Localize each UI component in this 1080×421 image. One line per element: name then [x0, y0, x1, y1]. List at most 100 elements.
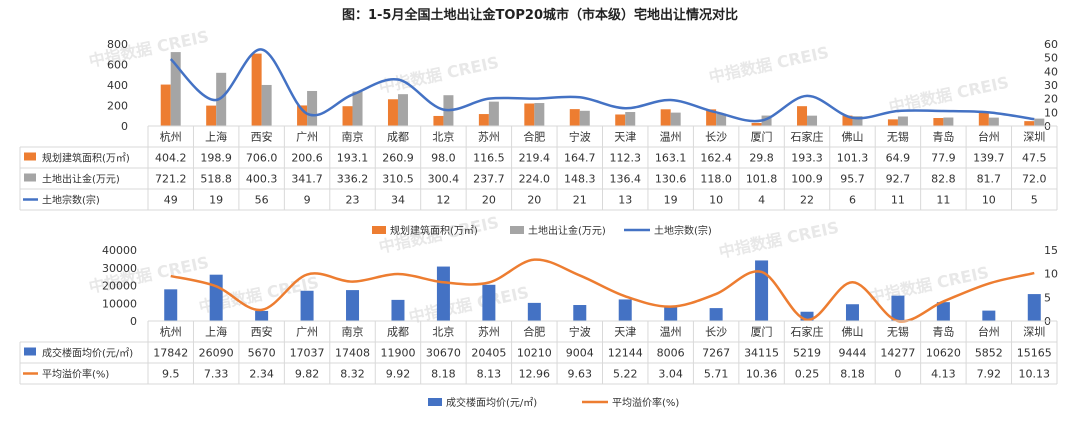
- table-cell-value: 5670: [248, 347, 276, 360]
- table-cell-value: 7.92: [977, 368, 1002, 381]
- category-label: 杭州: [160, 325, 182, 339]
- table-cell-value: 49: [164, 194, 178, 207]
- category-label: 青岛: [932, 325, 954, 339]
- table-row-label: 规划建筑面积(万㎡): [42, 152, 130, 165]
- table-row-label: 成交楼面均价(元/㎡): [42, 347, 133, 360]
- table-cell-value: 260.9: [382, 152, 414, 165]
- table-cell-value: 7.33: [204, 368, 229, 381]
- category-label: 温州: [660, 131, 682, 144]
- table-cell-value: 82.8: [931, 173, 956, 186]
- table-cell-value: 721.2: [155, 173, 187, 186]
- bar-1: [209, 274, 223, 321]
- table-cell-value: 19: [664, 194, 678, 207]
- table-cell-value: 6: [849, 194, 856, 207]
- table-cell-value: 3.04: [658, 368, 683, 381]
- legend-label: 土地出让金(万元): [528, 224, 606, 237]
- bar-1: [297, 105, 308, 126]
- category-label: 苏州: [478, 326, 500, 339]
- table-cell-value: 5.22: [613, 368, 638, 381]
- category-label: 深圳: [1023, 131, 1045, 144]
- category-label: 合肥: [523, 130, 545, 144]
- table-cell-value: 9.92: [386, 368, 411, 381]
- bar-1: [478, 114, 489, 126]
- table-cell-value: 8.13: [477, 368, 502, 381]
- table-cell-value: 11: [891, 194, 905, 207]
- bar-1: [664, 306, 678, 321]
- right-axis-tick: 10: [1044, 268, 1058, 281]
- table-cell-value: 26090: [199, 347, 234, 360]
- table-cell-value: 9004: [566, 347, 594, 360]
- table-cell-value: 12: [436, 194, 450, 207]
- category-label: 宁波: [569, 325, 591, 339]
- bar-1: [160, 84, 171, 126]
- bar-1: [436, 266, 450, 321]
- category-label: 西安: [251, 130, 273, 144]
- bar-1: [342, 106, 353, 126]
- table-row-label: 土地宗数(宗): [42, 194, 100, 207]
- bar-1: [615, 114, 626, 126]
- bar-1: [524, 103, 535, 126]
- bar-2: [897, 116, 908, 126]
- bar-2: [761, 115, 772, 126]
- left-axis-tick: 20000: [102, 280, 137, 293]
- bar-1: [891, 295, 905, 321]
- table-cell-value: 92.7: [886, 173, 911, 186]
- table-cell-value: 17842: [153, 347, 188, 360]
- table-cell-value: 0.25: [795, 368, 820, 381]
- table-cell-value: 8006: [657, 347, 685, 360]
- bar-2: [716, 113, 727, 126]
- category-label: 广州: [296, 131, 318, 144]
- right-axis-tick: 30: [1044, 79, 1058, 92]
- table-cell-value: 9444: [838, 347, 866, 360]
- legend-key: [372, 226, 386, 234]
- table-legend-key: [24, 347, 36, 356]
- table-cell-value: 8.32: [340, 368, 365, 381]
- category-label: 广州: [296, 326, 318, 339]
- bar-2: [216, 72, 227, 126]
- left-axis-tick: 800: [107, 38, 128, 51]
- category-label: 成都: [387, 326, 409, 339]
- legend-key: [510, 226, 524, 234]
- right-axis-tick: 40: [1044, 65, 1058, 78]
- category-label: 合肥: [523, 325, 545, 339]
- right-axis-tick: 15: [1044, 244, 1058, 257]
- table-cell-value: 20: [482, 194, 496, 207]
- bar-1: [755, 260, 769, 321]
- category-label: 厦门: [751, 130, 773, 144]
- table-cell-value: 193.1: [337, 152, 369, 165]
- table-legend-key: [24, 152, 36, 161]
- table-cell-value: 12144: [608, 347, 643, 360]
- table-cell-value: 136.4: [609, 173, 641, 186]
- category-label: 温州: [660, 326, 682, 339]
- table-cell-value: 139.7: [973, 152, 1005, 165]
- left-axis-tick: 40000: [102, 244, 137, 257]
- bar-1: [164, 289, 178, 321]
- watermark-text: 中指数据 CREIS: [377, 53, 500, 97]
- table-cell-value: 10.36: [746, 368, 778, 381]
- category-label: 苏州: [478, 131, 500, 144]
- category-label: 台州: [978, 325, 1000, 339]
- table-cell-value: 224.0: [519, 173, 551, 186]
- watermark-text: 中指数据 CREIS: [87, 27, 210, 71]
- bar-1: [933, 118, 944, 126]
- table-cell-value: 341.7: [291, 173, 323, 186]
- table-cell-value: 300.4: [428, 173, 460, 186]
- category-label: 青岛: [932, 130, 954, 144]
- table-cell-value: 20: [527, 194, 541, 207]
- table-cell-value: 81.7: [977, 173, 1002, 186]
- table-cell-value: 12.96: [519, 368, 551, 381]
- table-cell-value: 14277: [880, 347, 915, 360]
- table-cell-value: 7267: [702, 347, 730, 360]
- category-label: 成都: [387, 131, 409, 144]
- bar-1: [527, 302, 541, 321]
- bar-1: [433, 115, 444, 126]
- category-label: 北京: [432, 325, 454, 339]
- right-axis-tick: 5: [1044, 291, 1051, 304]
- bar-1: [1024, 121, 1035, 126]
- table-cell-value: 9: [304, 194, 311, 207]
- table-cell-value: 8.18: [431, 368, 456, 381]
- table-cell-value: 15165: [1017, 347, 1052, 360]
- bar-1: [751, 122, 762, 126]
- table-cell-value: 10210: [517, 347, 552, 360]
- table-cell-value: 404.2: [155, 152, 187, 165]
